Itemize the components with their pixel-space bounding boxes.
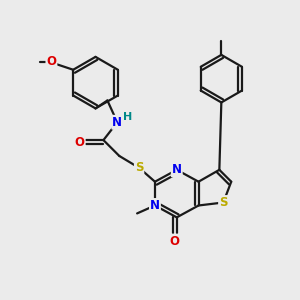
Text: O: O [46,55,56,68]
Text: N: N [150,199,160,212]
Text: H: H [123,112,132,122]
Text: S: S [219,196,228,209]
Text: N: N [112,116,122,129]
Text: O: O [170,235,180,248]
Text: N: N [172,163,182,176]
Text: O: O [75,136,85,148]
Text: S: S [135,161,143,174]
